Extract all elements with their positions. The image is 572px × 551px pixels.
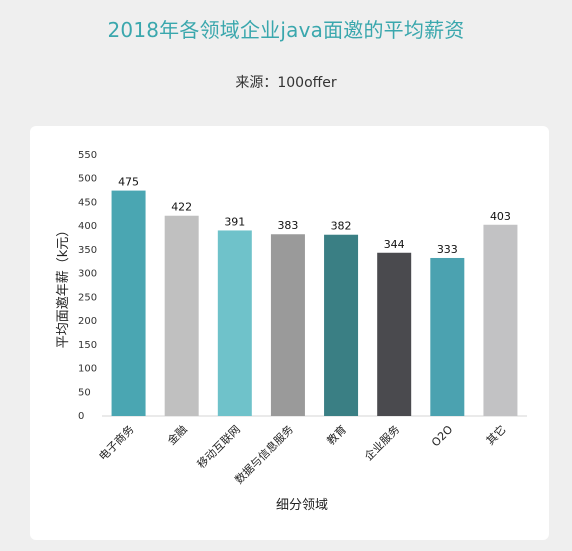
y-tick-label: 50 [78,387,91,398]
category-label: 移动互联网 [195,423,243,471]
category-label: 企业服务 [361,422,402,463]
bar [324,234,359,416]
bar [111,190,146,416]
bar-value-label: 422 [171,201,192,214]
y-tick-label: 200 [78,316,97,327]
y-tick-label: 100 [78,364,97,375]
y-tick-label: 250 [78,292,97,303]
bar-value-label: 344 [384,238,405,251]
category-label: 电子商务 [96,422,137,463]
y-tick-label: 450 [78,197,97,208]
y-axis-label: 平均面邀年薪（k元） [56,224,71,349]
bar-value-label: 382 [331,220,352,233]
y-tick-label: 0 [78,411,84,422]
bar [430,257,465,416]
bar-value-label: 475 [118,176,139,189]
x-axis-label: 细分领域 [276,498,328,513]
page-title: 2018年各领域企业java面邀的平均薪资 [107,18,465,42]
bar [217,230,252,416]
y-tick-label: 350 [78,245,97,256]
source-label: 来源：100offer [235,75,337,91]
bar [483,224,518,416]
bar-value-label: 391 [224,215,245,228]
bar-value-label: 333 [437,243,458,256]
category-label: O2O [429,423,456,450]
category-label: 教育 [324,422,349,447]
y-tick-label: 300 [78,269,97,280]
bar [164,215,199,416]
bar [270,234,305,416]
y-tick-label: 400 [78,221,97,232]
bar [377,252,412,416]
y-tick-label: 150 [78,340,97,351]
y-tick-label: 550 [78,150,97,161]
y-axis-ticks: 0 50 100 150 200 250 300 350 400 450 500 550 [78,150,97,422]
bars [111,190,518,416]
y-tick-label: 500 [78,174,97,185]
category-label: 其它 [483,422,508,447]
value-labels: 475 422 391 383 382 344 333 403 [118,176,511,256]
bar-value-label: 383 [277,219,298,232]
bar-value-label: 403 [490,210,511,223]
category-label: 金融 [164,422,189,447]
